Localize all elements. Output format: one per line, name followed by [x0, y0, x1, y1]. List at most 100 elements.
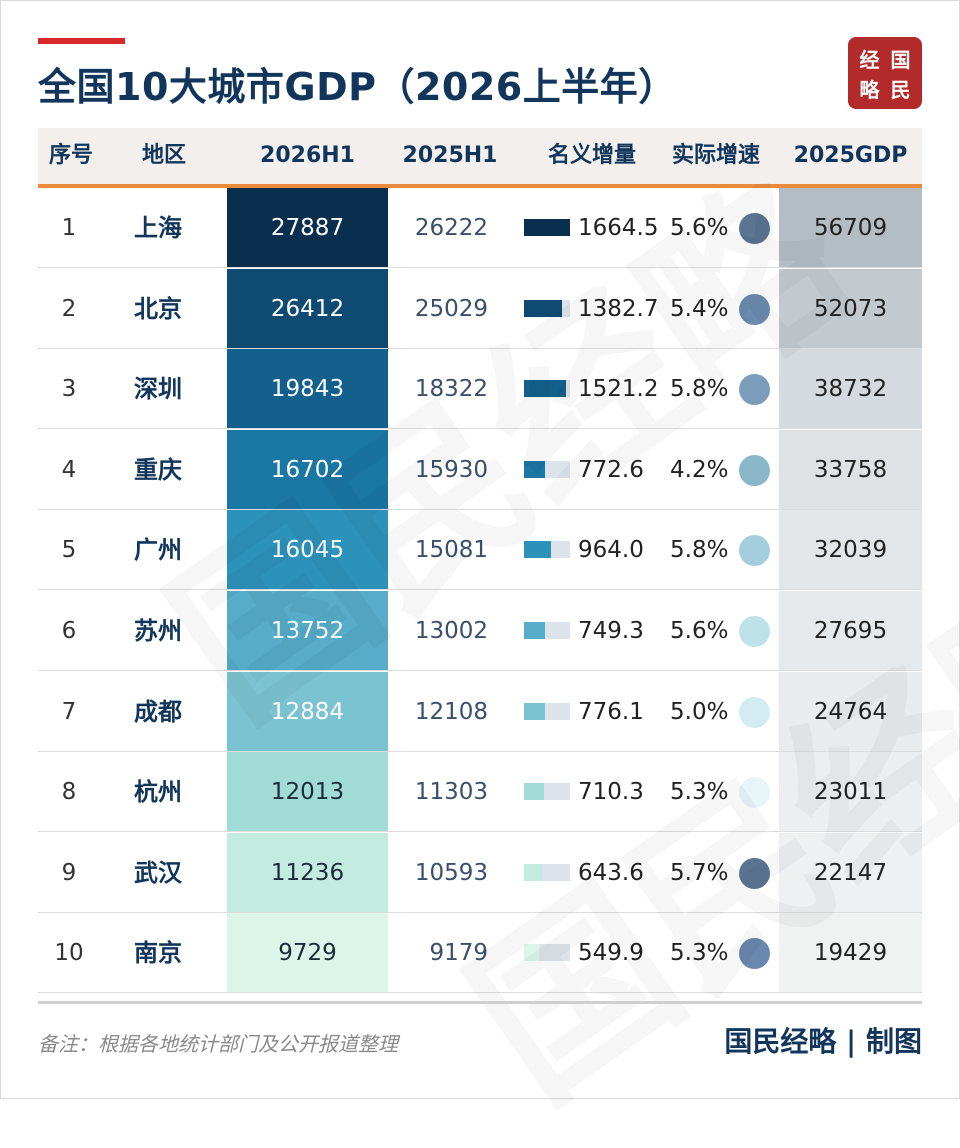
- table-row: 1 上海 27887 26222 1664.5 5.6% 56709: [38, 188, 922, 268]
- chart-title: 全国10大城市GDP（2026上半年）: [38, 65, 677, 109]
- h1-2026-cell: 13752: [227, 591, 388, 671]
- growth-dot: [739, 535, 770, 567]
- increase-value: 964.0: [578, 537, 644, 564]
- increase-value: 772.6: [578, 456, 644, 483]
- increase-value: 710.3: [578, 779, 644, 806]
- gdp-2025-cell: 32039: [779, 510, 922, 591]
- title-accent-bar: [38, 38, 125, 44]
- rank-cell: 1: [61, 215, 77, 241]
- row-divider: [38, 428, 922, 430]
- increase-bar: [524, 863, 542, 881]
- increase-bar: [524, 460, 546, 478]
- growth-dot: [739, 454, 770, 486]
- increase-bar-track: [524, 944, 570, 962]
- increase-bar-track: [524, 541, 570, 559]
- rank-cell: 6: [61, 618, 77, 644]
- increase-bar-track: [524, 299, 570, 317]
- col-header-increase: 名义增量: [547, 143, 636, 168]
- increase-bar-track: [524, 702, 570, 720]
- table-row: 9 武汉 11236 10593 643.6 5.7% 22147: [38, 832, 922, 913]
- growth-rate: 5.4%: [670, 295, 729, 322]
- increase-bar: [524, 541, 551, 559]
- increase-bar: [524, 299, 563, 317]
- h1-2026-cell: 19843: [227, 349, 388, 430]
- city-cell: 重庆: [134, 455, 182, 484]
- h1-2025-cell: 15930: [414, 456, 488, 483]
- increase-value: 1382.7: [578, 295, 659, 322]
- growth-rate: 4.2%: [670, 456, 729, 483]
- row-divider: [38, 911, 922, 913]
- city-cell: 苏州: [134, 617, 182, 645]
- increase-value: 1664.5: [578, 215, 659, 241]
- city-cell: 武汉: [134, 858, 182, 887]
- h1-2026-cell: 26412: [227, 268, 388, 349]
- logo-char: 略: [859, 77, 880, 102]
- city-cell: 深圳: [134, 375, 182, 404]
- rank-cell: 5: [61, 537, 77, 564]
- growth-dot: [739, 777, 770, 809]
- col-header-gdp-2025: 2025GDP: [793, 143, 908, 168]
- h1-2026-cell: 27887: [227, 188, 388, 268]
- increase-bar: [524, 622, 545, 639]
- increase-bar-track: [524, 622, 570, 639]
- h1-2025-cell: 25029: [414, 295, 488, 322]
- growth-dot: [739, 293, 770, 325]
- growth-dot: [739, 857, 770, 889]
- h1-2026-cell: 11236: [227, 832, 388, 913]
- gdp-2025-cell: 24764: [779, 671, 922, 752]
- increase-bar: [524, 783, 544, 801]
- rank-cell: 9: [61, 859, 77, 886]
- col-header-growth: 实际增速: [671, 143, 760, 168]
- h1-2025-cell: 11303: [414, 779, 488, 806]
- table-row: 4 重庆 16702 15930 772.6 4.2% 33758: [38, 429, 922, 510]
- increase-value: 749.3: [578, 618, 644, 644]
- rank-cell: 2: [61, 295, 77, 322]
- city-cell: 杭州: [134, 778, 182, 807]
- footer-divider: [38, 1001, 922, 1004]
- growth-dot: [739, 213, 770, 244]
- row-divider: [38, 750, 922, 752]
- rank-cell: 3: [61, 376, 77, 403]
- h1-2025-cell: 12108: [414, 698, 488, 725]
- table-row: 6 苏州 13752 13002 749.3 5.6% 27695: [38, 591, 922, 671]
- source-note: 备注：根据各地统计部门及公开报道整理: [38, 1032, 398, 1056]
- row-divider: [38, 831, 922, 833]
- h1-2026-cell: 16702: [227, 429, 388, 510]
- rank-cell: 4: [61, 456, 77, 483]
- city-cell: 上海: [134, 214, 182, 242]
- increase-value: 549.9: [578, 940, 644, 967]
- city-cell: 北京: [134, 294, 182, 323]
- row-divider: [38, 508, 922, 510]
- gdp-2025-cell: 33758: [779, 429, 922, 510]
- h1-2025-cell: 15081: [414, 537, 488, 564]
- increase-bar-track: [524, 460, 570, 478]
- row-divider: [38, 347, 922, 349]
- table-row: 8 杭州 12013 11303 710.3 5.3% 23011: [38, 752, 922, 833]
- logo-char: 民: [890, 77, 911, 102]
- increase-value: 1521.2: [578, 376, 659, 403]
- table-row: 2 北京 26412 25029 1382.7 5.4% 52073: [38, 268, 922, 349]
- city-cell: 广州: [134, 536, 182, 565]
- gdp-2025-cell: 56709: [779, 188, 922, 268]
- h1-2026-cell: 9729: [227, 913, 388, 994]
- row-divider: [38, 992, 922, 994]
- growth-dot: [739, 696, 770, 728]
- rank-cell: 7: [61, 698, 77, 725]
- table-row: 7 成都 12884 12108 776.1 5.0% 24764: [38, 671, 922, 752]
- growth-rate: 5.7%: [670, 859, 729, 886]
- col-header-h1-2025: 2025H1: [402, 143, 498, 168]
- table-header: 序号 地区 2026H1 2025H1 名义增量 实际增速 2025GDP: [38, 128, 922, 188]
- increase-bar-track: [524, 380, 570, 398]
- gdp-2025-cell: 38732: [779, 349, 922, 430]
- rank-cell: 10: [54, 940, 84, 967]
- growth-rate: 5.3%: [670, 779, 729, 806]
- table-row: 5 广州 16045 15081 964.0 5.8% 32039: [38, 510, 922, 591]
- increase-value: 776.1: [578, 698, 644, 725]
- brand-logo: 经 国 略 民: [848, 37, 922, 109]
- row-divider: [38, 589, 922, 591]
- table-row: 3 深圳 19843 18322 1521.2 5.8% 38732: [38, 349, 922, 430]
- col-header-h1-2026: 2026H1: [260, 143, 355, 168]
- row-divider: [38, 267, 922, 268]
- increase-bar: [524, 702, 546, 720]
- gdp-2025-cell: 22147: [779, 832, 922, 913]
